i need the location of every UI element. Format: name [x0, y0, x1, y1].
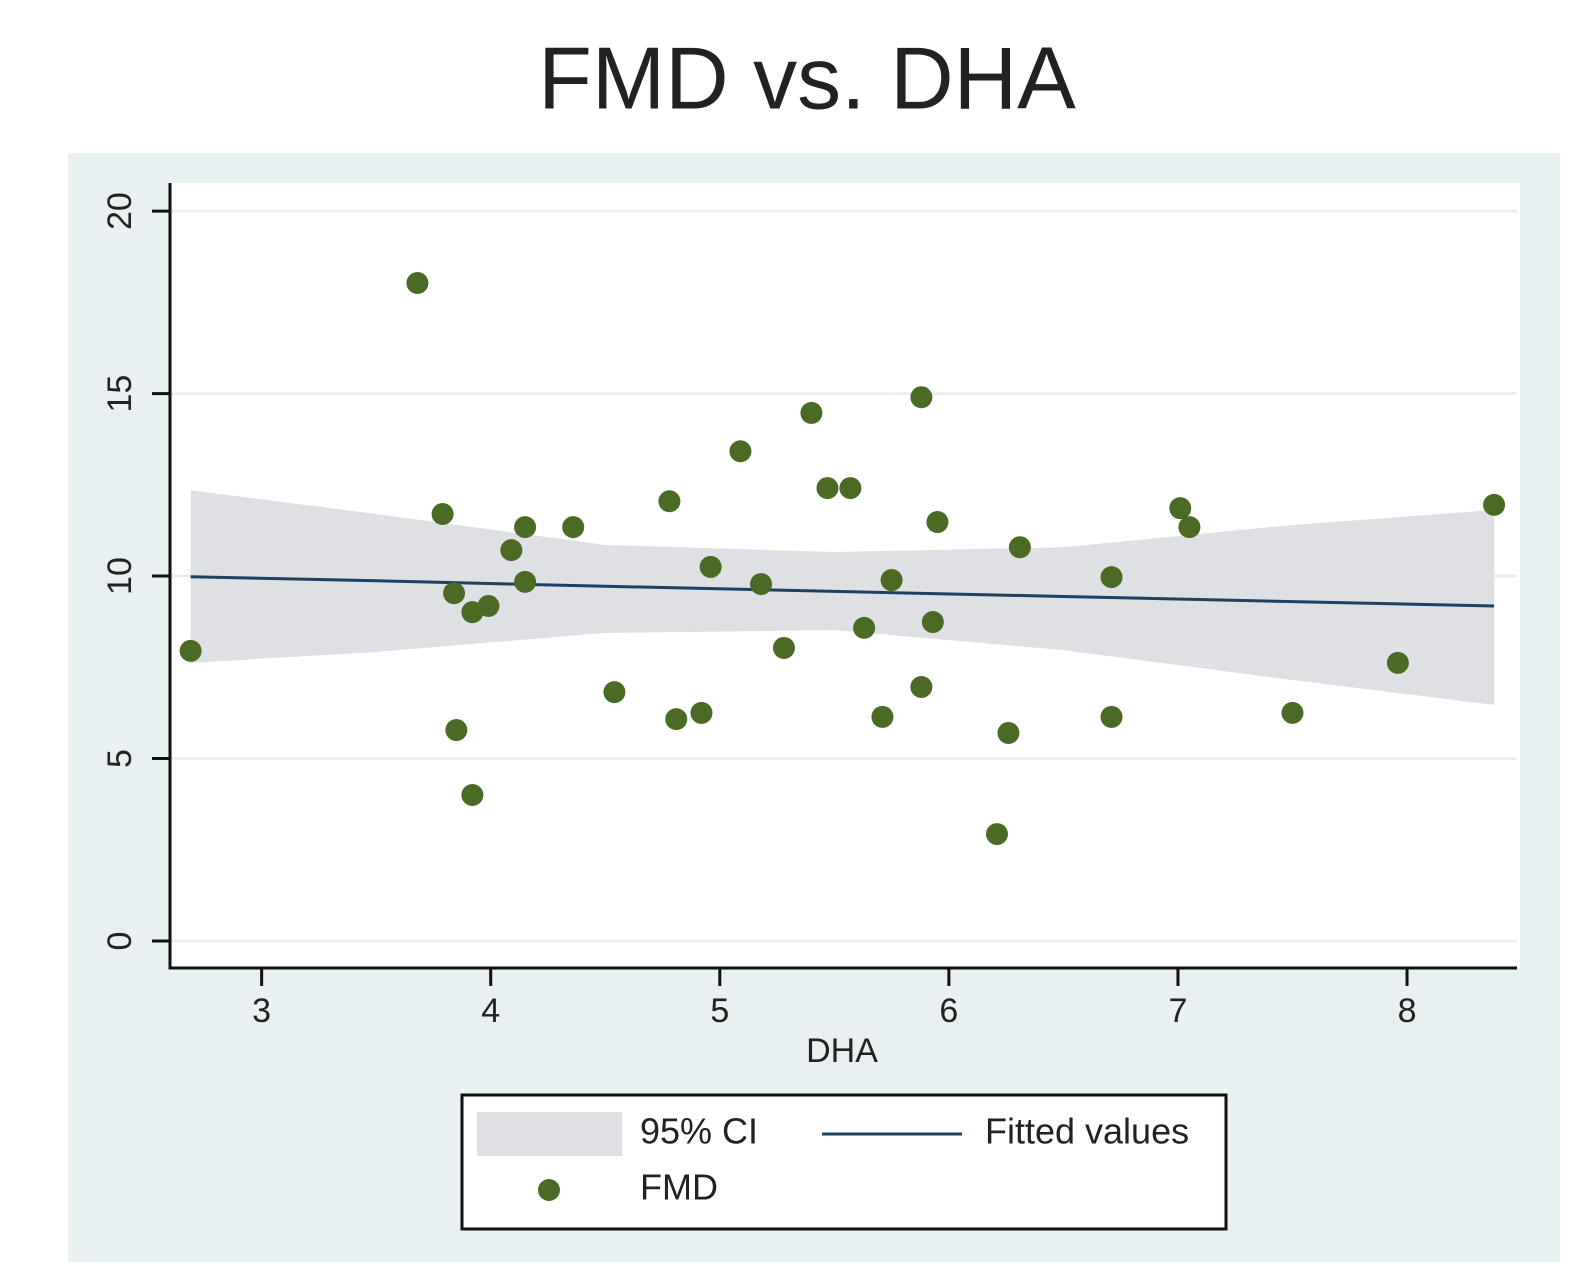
- point: [658, 490, 681, 513]
- axis-line: [168, 183, 1517, 970]
- point: [699, 555, 722, 578]
- point: [1281, 701, 1304, 724]
- fitted-line: [190, 575, 1495, 608]
- point: [772, 636, 795, 659]
- point: [514, 516, 537, 539]
- point: [926, 511, 949, 534]
- point: [1008, 536, 1031, 559]
- legend-label: FMD: [640, 1167, 718, 1208]
- point: [853, 616, 876, 639]
- point: [445, 719, 468, 742]
- x-tick-label: 8: [1398, 992, 1417, 1030]
- legend-swatch: [538, 1179, 560, 1201]
- point: [910, 675, 933, 698]
- chart-title: FMD vs. DHA: [538, 28, 1076, 127]
- point: [839, 477, 862, 500]
- point: [443, 582, 466, 605]
- point: [179, 639, 202, 662]
- point: [800, 401, 823, 424]
- point: [500, 539, 523, 562]
- point: [729, 440, 752, 463]
- point: [1100, 566, 1123, 589]
- x-tick-label: 3: [252, 992, 271, 1030]
- point: [921, 611, 944, 634]
- point: [461, 784, 484, 807]
- point: [690, 701, 713, 724]
- point: [431, 503, 454, 526]
- point: [1178, 516, 1201, 539]
- point: [477, 594, 500, 617]
- point: [1483, 493, 1506, 516]
- x-tick-label: 7: [1168, 992, 1187, 1030]
- point: [1169, 497, 1192, 520]
- point: [750, 573, 773, 596]
- point: [406, 271, 429, 294]
- point: [514, 570, 537, 593]
- point: [910, 386, 933, 409]
- point: [562, 516, 585, 539]
- y-tick-label: 20: [101, 192, 139, 230]
- y-tick-label: 5: [101, 749, 139, 768]
- legend-label: Fitted values: [985, 1111, 1189, 1152]
- point: [665, 708, 688, 731]
- point: [1100, 705, 1123, 728]
- x-tick-label: 5: [710, 992, 729, 1030]
- legend-label: 95% CI: [640, 1111, 758, 1152]
- point: [985, 823, 1008, 846]
- point: [1386, 651, 1409, 674]
- x-axis-title: DHA: [806, 1032, 878, 1070]
- y-tick-label: 15: [101, 375, 139, 413]
- x-tick-label: 4: [481, 992, 500, 1030]
- legend-swatch: [477, 1112, 622, 1156]
- y-tick-label: 0: [101, 932, 139, 951]
- y-tick-label: 10: [101, 557, 139, 595]
- point: [603, 681, 626, 704]
- point: [880, 569, 903, 592]
- point: [816, 477, 839, 500]
- point: [997, 721, 1020, 744]
- point: [871, 705, 894, 728]
- x-tick-label: 6: [939, 992, 958, 1030]
